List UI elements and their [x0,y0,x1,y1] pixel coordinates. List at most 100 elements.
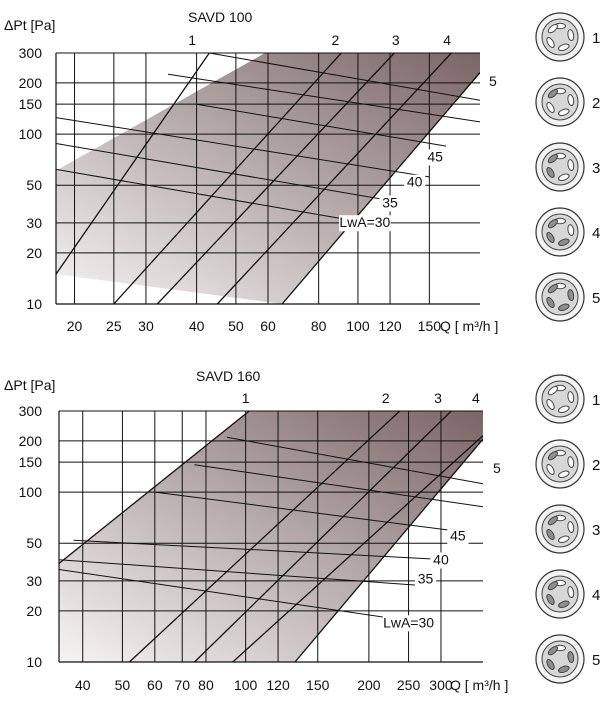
damper-icon-2: 2 [535,439,600,489]
noise-label-bg [382,615,435,632]
setting-line-2 [128,411,401,662]
damper-icon-3: 3 [535,504,600,554]
setting-label-3: 3 [434,390,442,406]
damper-icon-label: 2 [592,457,600,474]
setting-label-1: 1 [188,32,196,48]
open-slot [546,37,555,48]
closed-slot [546,167,555,178]
y-tick-label: 50 [26,535,42,551]
damper-icon-label: 4 [592,587,600,604]
closed-slot [547,218,558,229]
noise-curve [194,464,483,508]
closed-slot [547,88,558,99]
damper-icon-label: 3 [592,522,600,539]
y-tick-label: 20 [26,603,42,619]
y-tick-label: 100 [19,126,43,142]
closed-slot [546,659,555,670]
open-slot [567,521,575,534]
x-tick-label: 100 [346,318,370,334]
damper-icon-1: 1 [535,374,600,424]
open-slot [547,385,558,396]
damper-icon-4: 4 [535,569,600,619]
noise-label-bg [414,571,437,588]
setting-line-1 [59,411,250,565]
open-slot [558,173,570,182]
y-tick-label: 200 [19,433,43,449]
x-tick-label: 100 [234,677,258,693]
damper-icon-label: 5 [592,290,600,307]
y-axis-label: ΔPt [Pa] [4,377,55,393]
y-axis-label: ΔPt [Pa] [4,17,55,33]
x-tick-label: 300 [429,677,453,693]
y-tick-label: 20 [26,245,42,261]
closed-slot [558,665,570,674]
chart-savd-100: SAVD 100 ΔPt [Pa] Q [ m³/h ] 1 2 3 45LwA=30… [4,9,498,334]
x-tick-label: 80 [311,318,327,334]
damper-icon-label: 1 [592,392,600,409]
x-axis-label: Q [ m³/h ] [440,318,498,334]
noise-label: LwA=30 [383,614,434,630]
y-tick-label: 300 [19,403,43,419]
damper-icon-2: 2 [535,77,600,127]
noise-curve [209,53,480,101]
x-tick-label: 200 [357,677,381,693]
noise-label: 45 [450,527,466,543]
open-slot [558,470,570,479]
noise-label: 40 [407,174,423,190]
open-slot [558,405,570,414]
setting-line-5 [281,72,480,304]
noise-label: 35 [418,570,434,586]
x-tick-label: 20 [67,318,83,334]
x-tick-label: 150 [306,677,330,693]
x-tick-label: 40 [189,318,205,334]
noise-curve [56,143,398,203]
open-slot [546,102,555,113]
curves [59,411,483,662]
closed-slot [546,594,555,605]
noise-label-bg [424,149,446,166]
closed-slot [547,645,558,656]
chart-title: SAVD 100 [188,9,253,25]
closed-slot [546,297,555,308]
y-tick-label: 10 [26,654,42,670]
x-tick-label: 25 [106,318,122,334]
y-tick-label: 30 [26,215,42,231]
setting-line-4 [216,53,452,304]
setting-line-1 [56,53,210,275]
setting-label-4: 4 [443,32,451,48]
noise-curve [59,559,429,587]
noise-label: LwA=30 [339,214,390,230]
open-slot [558,108,570,117]
x-axis-label: Q [ m³/h ] [450,677,508,693]
noise-label: 35 [382,194,398,210]
damper-icon-5: 5 [535,272,600,322]
setting-label-3: 3 [392,32,400,48]
x-tick-label: 60 [260,318,276,334]
noise-curve [196,103,447,147]
setting-line-3 [194,411,452,662]
y-tick-label: 30 [26,573,42,589]
y-tick-label: 10 [26,296,42,312]
noise-label-bg [404,174,426,191]
setting-label-4: 4 [472,390,480,406]
closed-slot [546,529,555,540]
damper-icon-5: 5 [535,634,600,684]
x-tick-label: 50 [228,318,244,334]
y-tick-label: 150 [19,96,43,112]
closed-slot [558,600,570,609]
noise-curve [56,117,430,178]
closed-slot [547,153,558,164]
damper-icon-4: 4 [535,207,600,257]
curves [56,53,480,304]
x-tick-label: 120 [266,677,290,693]
open-slot [558,535,570,544]
x-tick-label: 70 [174,677,190,693]
y-tick-label: 50 [26,177,42,193]
noise-label-bg [379,195,401,212]
y-tick-label: 100 [19,484,43,500]
damper-setting-icons: 1 2 3 4 5 1 2 3 4 5 [535,12,600,684]
setting-label-5: 5 [493,460,501,476]
setting-label-2: 2 [332,32,340,48]
chart-savd-160: SAVD 160 ΔPt [Pa] Q [ m³/h ] 1 2 3 45LwA=30… [4,368,508,693]
open-slot [546,464,555,475]
